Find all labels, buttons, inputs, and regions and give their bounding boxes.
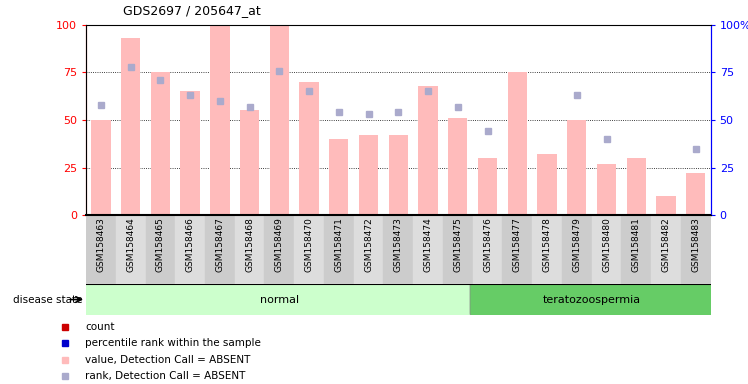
Text: GSM158468: GSM158468 <box>245 217 254 272</box>
Text: GSM158478: GSM158478 <box>542 217 551 272</box>
Bar <box>508 73 527 215</box>
Bar <box>503 215 532 284</box>
Bar <box>478 158 497 215</box>
Text: normal: normal <box>260 295 299 305</box>
Text: GSM158472: GSM158472 <box>364 217 373 272</box>
Text: GSM158471: GSM158471 <box>334 217 343 272</box>
Text: GSM158474: GSM158474 <box>423 217 432 272</box>
Bar <box>656 196 675 215</box>
Text: GDS2697 / 205647_at: GDS2697 / 205647_at <box>123 4 261 17</box>
Bar <box>235 215 265 284</box>
Bar <box>389 135 408 215</box>
Bar <box>443 215 473 284</box>
Bar <box>329 139 349 215</box>
Bar <box>448 118 468 215</box>
Bar <box>622 215 651 284</box>
Text: GSM158475: GSM158475 <box>453 217 462 272</box>
Text: GSM158469: GSM158469 <box>275 217 283 272</box>
Bar <box>91 120 111 215</box>
Bar <box>205 215 235 284</box>
Text: GSM158467: GSM158467 <box>215 217 224 272</box>
Bar <box>116 215 146 284</box>
Bar <box>532 215 562 284</box>
Text: count: count <box>85 322 114 332</box>
Bar <box>240 111 260 215</box>
Bar <box>359 135 378 215</box>
Bar <box>324 215 354 284</box>
Bar <box>180 91 200 215</box>
Text: GSM158463: GSM158463 <box>96 217 105 272</box>
Text: GSM158466: GSM158466 <box>186 217 194 272</box>
Bar <box>150 73 170 215</box>
Text: disease state: disease state <box>13 295 82 305</box>
Bar <box>294 215 324 284</box>
Text: teratozoospermia: teratozoospermia <box>542 295 641 305</box>
Bar <box>299 82 319 215</box>
Bar <box>146 215 175 284</box>
Bar <box>354 215 384 284</box>
Bar <box>270 25 289 215</box>
Text: rank, Detection Call = ABSENT: rank, Detection Call = ABSENT <box>85 371 245 381</box>
Bar <box>686 173 705 215</box>
FancyBboxPatch shape <box>83 283 475 316</box>
Bar <box>86 215 116 284</box>
Bar <box>651 215 681 284</box>
Text: GSM158483: GSM158483 <box>691 217 700 272</box>
Bar <box>384 215 413 284</box>
Text: GSM158464: GSM158464 <box>126 217 135 272</box>
Bar <box>592 215 622 284</box>
Text: GSM158465: GSM158465 <box>156 217 165 272</box>
Bar <box>175 215 205 284</box>
Text: GSM158481: GSM158481 <box>632 217 641 272</box>
Text: GSM158482: GSM158482 <box>661 217 670 272</box>
FancyBboxPatch shape <box>470 283 714 316</box>
Bar <box>597 164 616 215</box>
Text: percentile rank within the sample: percentile rank within the sample <box>85 338 261 348</box>
Bar <box>681 215 711 284</box>
Text: GSM158480: GSM158480 <box>602 217 611 272</box>
Text: GSM158476: GSM158476 <box>483 217 492 272</box>
Bar <box>413 215 443 284</box>
Text: GSM158470: GSM158470 <box>304 217 313 272</box>
Text: GSM158479: GSM158479 <box>572 217 581 272</box>
Bar <box>473 215 503 284</box>
Bar <box>265 215 294 284</box>
Bar <box>210 25 230 215</box>
Text: value, Detection Call = ABSENT: value, Detection Call = ABSENT <box>85 354 251 364</box>
Text: GSM158477: GSM158477 <box>513 217 522 272</box>
Bar <box>627 158 646 215</box>
Bar <box>537 154 557 215</box>
Bar <box>562 215 592 284</box>
Text: GSM158473: GSM158473 <box>393 217 403 272</box>
Bar <box>567 120 586 215</box>
Bar <box>121 38 141 215</box>
Bar <box>418 86 438 215</box>
